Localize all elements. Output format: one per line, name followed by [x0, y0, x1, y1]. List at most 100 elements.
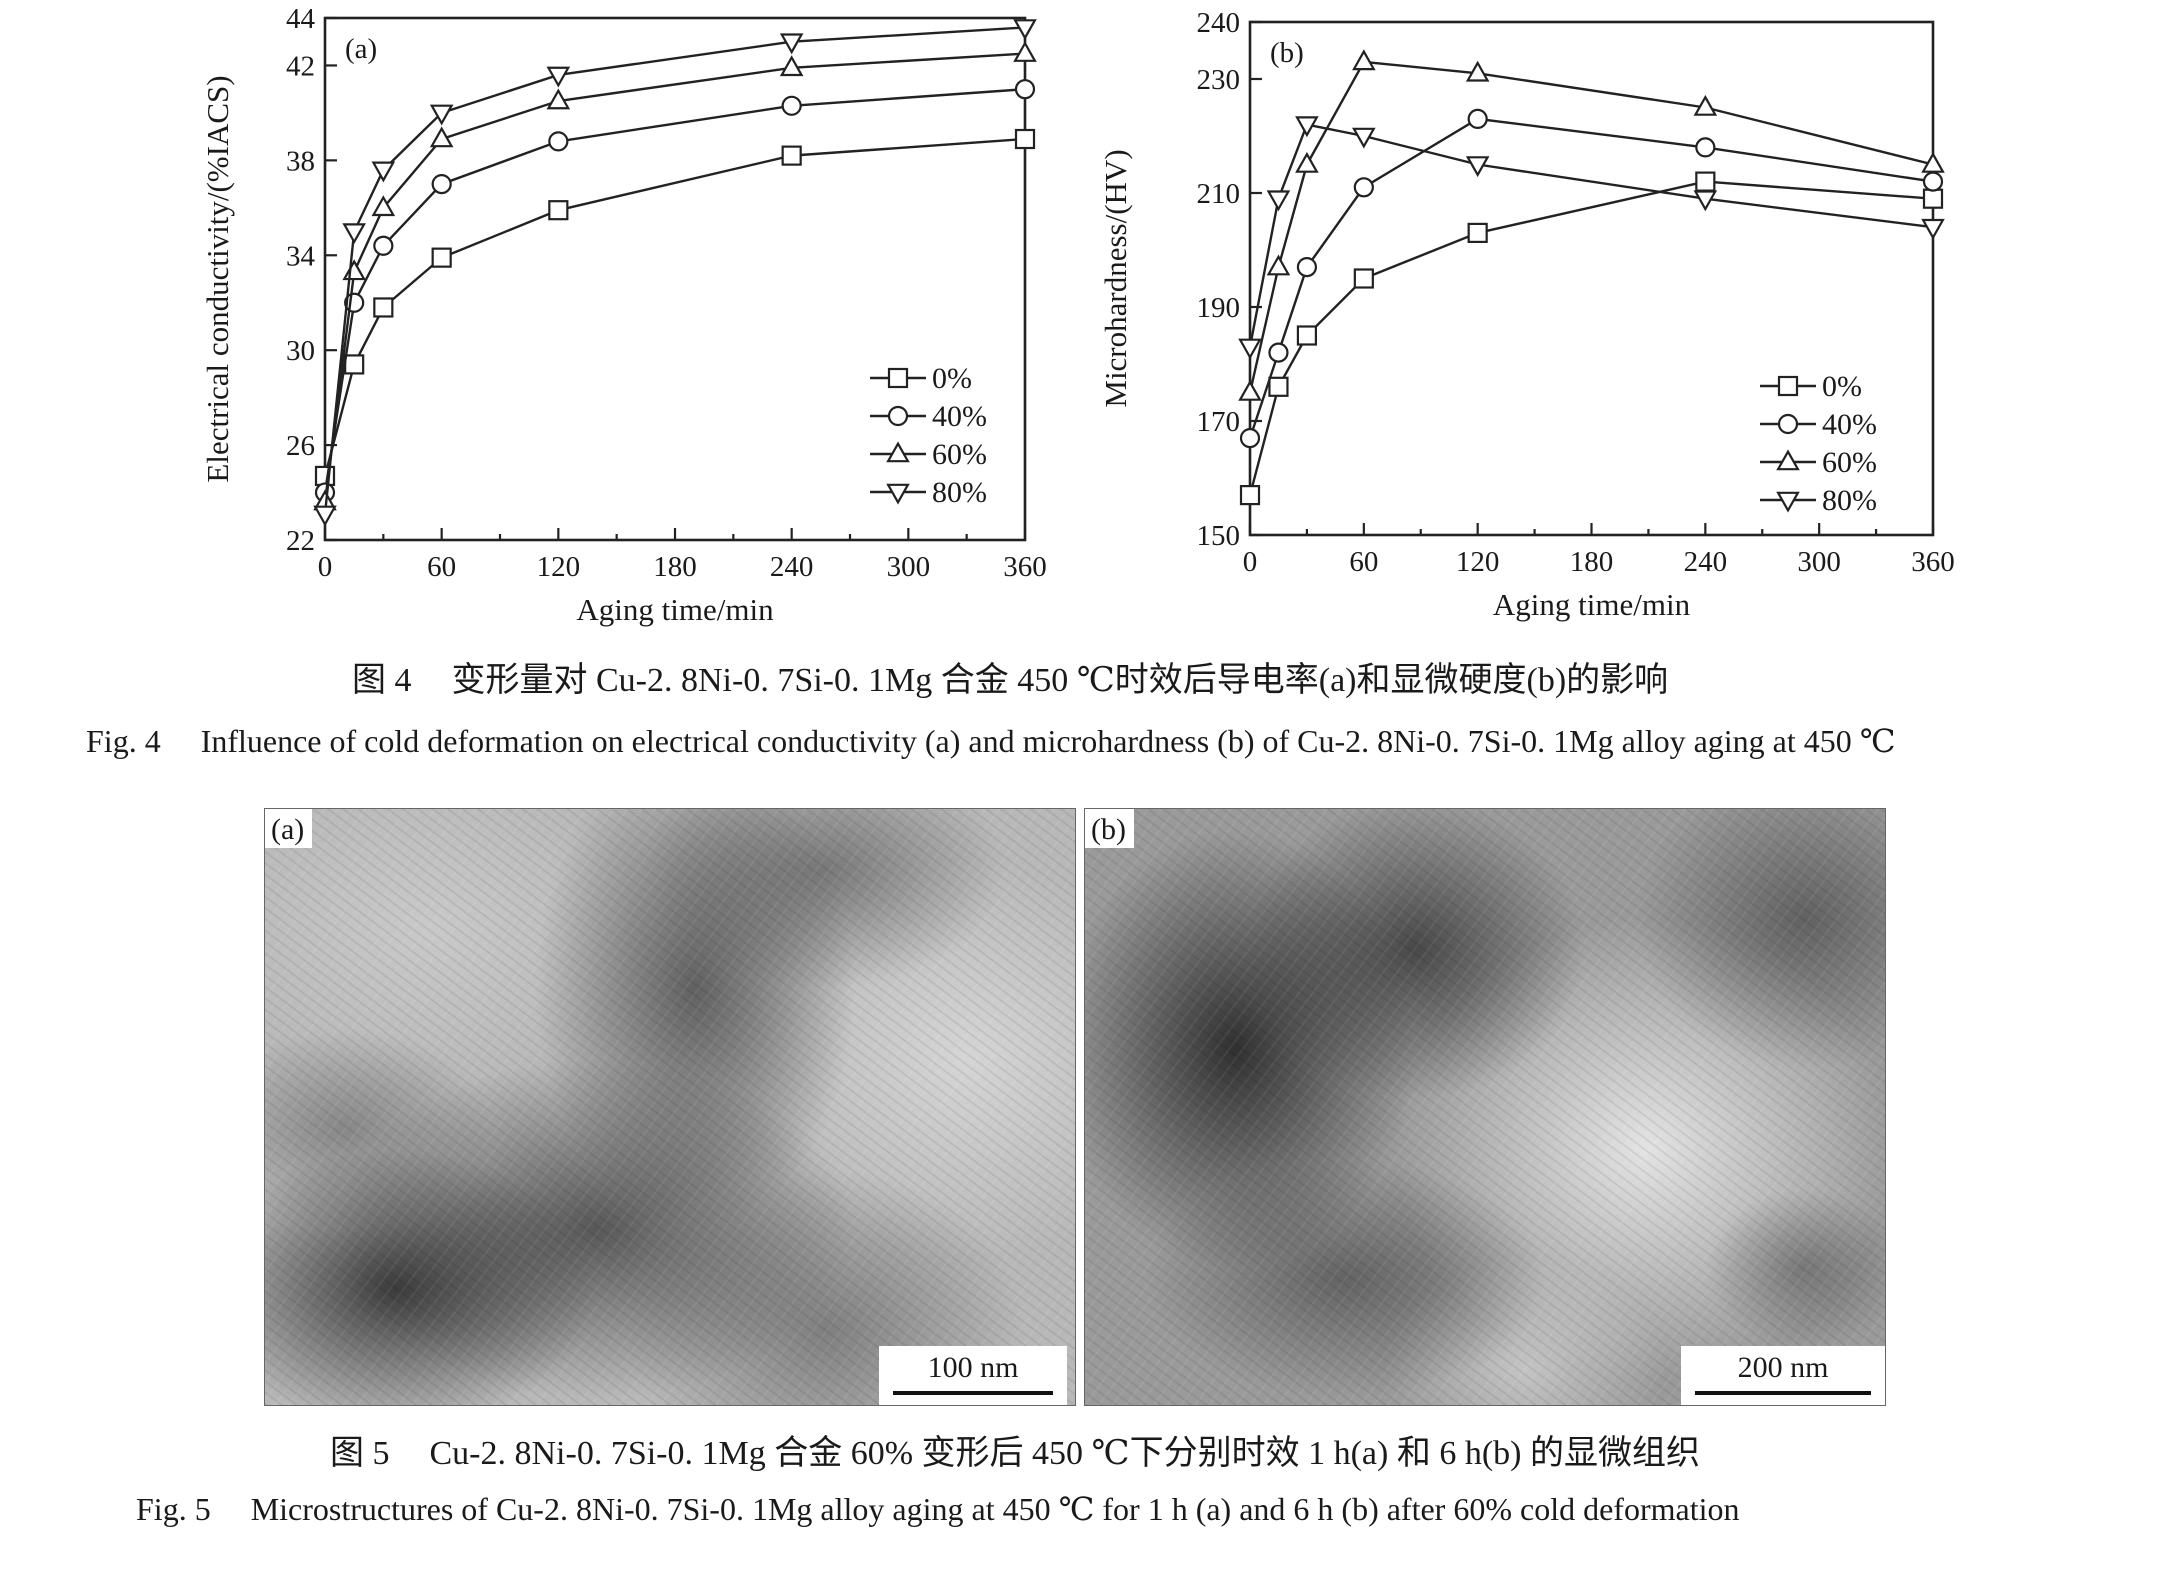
data-point	[1353, 177, 1374, 198]
figure4-caption-en: Fig. 4 Influence of cold deformation on e…	[86, 722, 1896, 760]
figure5-caption-en-text: Microstructures of Cu-2. 8Ni-0. 7Si-0. 1…	[250, 1491, 1740, 1527]
x-tick-label: 240	[1684, 546, 1728, 578]
data-point	[781, 95, 802, 116]
legend-marker	[1776, 449, 1800, 471]
y-tick-label: 34	[286, 240, 316, 272]
figure4-number-en: Fig. 4	[86, 723, 161, 759]
figure5-caption-cn: 图 5 Cu-2. 8Ni-0. 7Si-0. 1Mg 合金 60% 变形后 45…	[330, 1425, 1700, 1474]
series-line-60pct	[1248, 60, 1934, 393]
x-tick-label: 180	[653, 551, 697, 583]
x-tick-label: 120	[537, 551, 581, 583]
legend-label: 0%	[932, 362, 972, 395]
micrograph-a-tag: (a)	[265, 809, 313, 848]
scale-bar-a: 100 nm	[879, 1346, 1067, 1405]
x-tick-label: 240	[770, 551, 814, 583]
figure5-caption-en: Fig. 5 Microstructures of Cu-2. 8Ni-0. 7S…	[136, 1490, 1739, 1528]
panel-tag: (b)	[1270, 37, 1304, 69]
y-axis-title: Microhardness/(HV)	[1098, 149, 1133, 407]
data-point	[1921, 218, 1945, 240]
scale-bar-b-label: 200 nm	[1737, 1351, 1829, 1384]
data-point	[1695, 171, 1716, 192]
data-point	[1921, 151, 1945, 173]
x-axis-title: Aging time/min	[576, 592, 774, 627]
scale-bar-b-line	[1695, 1391, 1871, 1395]
data-point	[1352, 49, 1376, 71]
legend-marker	[1776, 491, 1800, 513]
x-tick-label: 360	[1003, 551, 1047, 583]
legend-label: 80%	[1822, 484, 1877, 517]
legend-label: 60%	[1822, 446, 1877, 479]
data-point	[431, 173, 452, 195]
data-point	[371, 161, 396, 183]
data-point	[373, 297, 394, 318]
data-point	[314, 465, 336, 487]
figure5-number-en: Fig. 5	[136, 1491, 211, 1527]
data-point	[342, 223, 366, 245]
data-point	[548, 200, 569, 221]
data-point	[371, 195, 396, 217]
data-point	[313, 505, 337, 527]
data-point	[1266, 190, 1291, 212]
x-tick-label: 300	[887, 551, 931, 583]
series-line-60pct	[323, 52, 1026, 503]
x-tick-label: 0	[318, 551, 333, 583]
legend-marker	[887, 367, 909, 389]
legend-label: 80%	[932, 476, 987, 509]
scale-bar-a-label: 100 nm	[927, 1351, 1019, 1384]
micrograph-texture	[265, 809, 1075, 1405]
data-point	[1465, 60, 1490, 82]
x-tick-label: 60	[427, 551, 456, 583]
y-tick-label: 210	[1197, 178, 1241, 210]
x-tick-label: 360	[1911, 546, 1955, 578]
scale-bar-b: 200 nm	[1681, 1346, 1885, 1405]
legend-marker	[887, 405, 909, 427]
x-tick-label: 300	[1797, 546, 1841, 578]
micrograph-6h: (b) 200 nm	[1084, 808, 1886, 1406]
legend-label: 40%	[932, 400, 987, 433]
y-tick-label: 30	[286, 335, 315, 367]
figure4-caption-cn-text: 变形量对 Cu-2. 8Ni-0. 7Si-0. 1Mg 合金 450 ℃时效后…	[451, 662, 1669, 699]
data-point	[1014, 79, 1036, 100]
y-tick-label: 42	[286, 50, 315, 82]
legend-marker	[886, 441, 910, 463]
data-point	[1295, 151, 1319, 173]
conductivity-chart: 0 60 120 180 240 300 360 22 26 30 34 38 42 44 Aging ti…	[180, 0, 1050, 640]
micrograph-1h: (a) 100 nm	[264, 808, 1076, 1406]
data-point	[1693, 94, 1718, 116]
data-point	[1693, 190, 1718, 212]
y-tick-label: 150	[1197, 520, 1241, 552]
x-tick-label: 180	[1570, 546, 1614, 578]
data-point	[1296, 257, 1318, 278]
series-line-40pct	[323, 87, 1026, 493]
data-point	[1922, 188, 1944, 209]
data-point	[1467, 222, 1488, 243]
legend-label: 40%	[1822, 408, 1877, 441]
data-point	[344, 354, 365, 375]
data-point	[429, 126, 454, 148]
x-tick-label: 60	[1349, 546, 1378, 578]
y-tick-label: 240	[1197, 7, 1241, 39]
legend-marker	[886, 483, 910, 505]
data-point	[373, 235, 394, 256]
figure4-caption-cn: 图 4 变形量对 Cu-2. 8Ni-0. 7Si-0. 1Mg 合金 450 ℃…	[352, 652, 1668, 701]
data-point	[1013, 41, 1037, 62]
data-point	[1238, 379, 1262, 401]
data-point	[1922, 171, 1944, 192]
data-point	[1268, 376, 1289, 397]
y-tick-label: 170	[1197, 406, 1241, 438]
series-line-80pct	[323, 26, 1026, 515]
data-point	[342, 259, 366, 281]
data-point	[1013, 19, 1037, 41]
y-tick-label: 26	[286, 430, 315, 462]
data-point	[779, 55, 804, 77]
data-point	[1239, 428, 1261, 449]
data-point	[1238, 338, 1262, 360]
data-point	[1467, 108, 1488, 130]
data-point	[1295, 116, 1319, 138]
micrograph-b-tag: (b)	[1085, 809, 1134, 848]
data-point	[546, 66, 571, 88]
y-axis-title: Electrical conductivity/(%IACS)	[200, 75, 235, 482]
figure4-number-cn: 图 4	[352, 662, 412, 699]
data-point	[1296, 325, 1318, 346]
figure5-number-cn: 图 5	[330, 1435, 390, 1472]
